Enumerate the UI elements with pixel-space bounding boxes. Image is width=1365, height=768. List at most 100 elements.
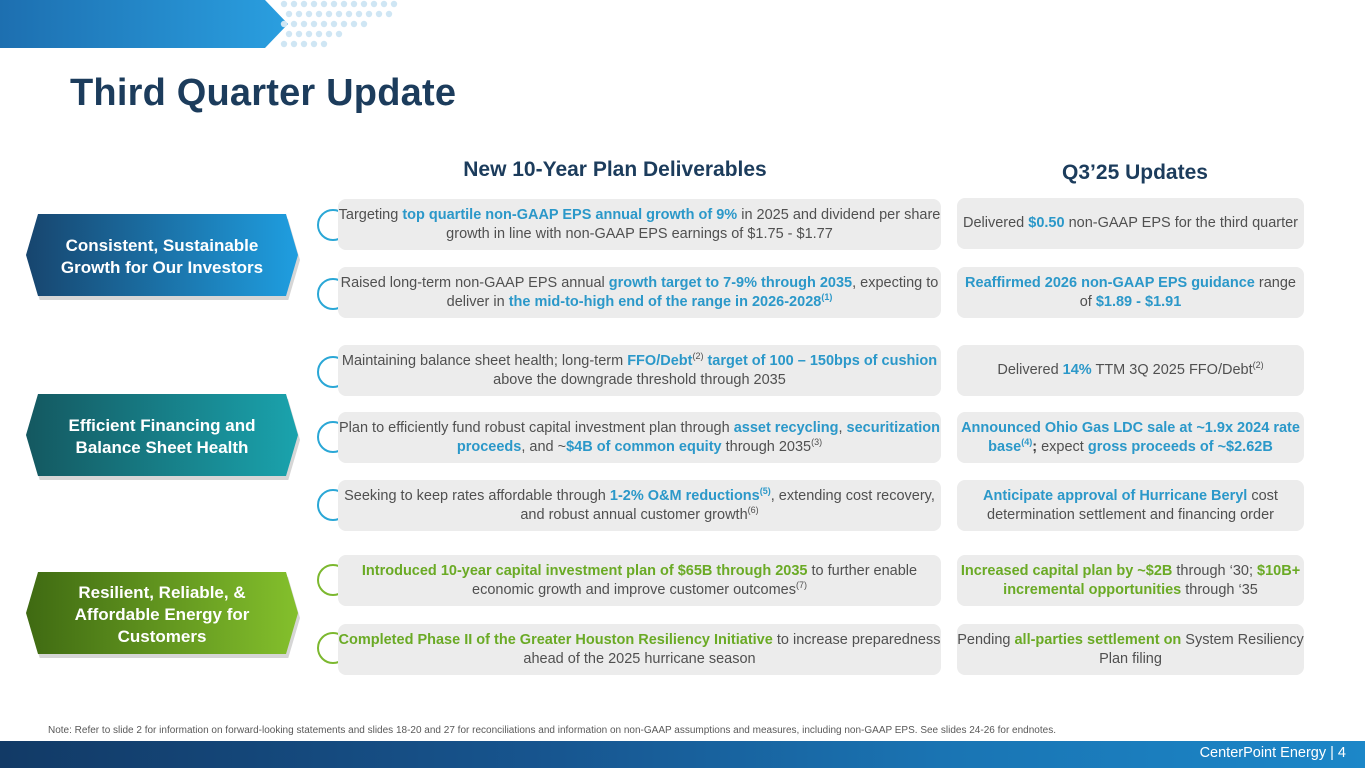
text-segment: securitization proceeds bbox=[456, 420, 941, 455]
text-segment: (6) bbox=[747, 504, 759, 515]
update-box: Delivered 14% TTM 3Q 2025 FFO/Debt(2) bbox=[957, 345, 1304, 396]
text-segment: Delivered bbox=[962, 215, 1029, 232]
text-segment: above the downgrade threshold through 20… bbox=[493, 371, 786, 388]
text-segment: , bbox=[838, 420, 847, 436]
decor-dot bbox=[290, 20, 298, 28]
deliverable-box: Completed Phase II of the Greater Housto… bbox=[338, 624, 941, 675]
text-segment: to further enable economic growth and im… bbox=[472, 563, 918, 598]
decor-dot bbox=[310, 20, 318, 28]
box-text: Introduced 10-year capital investment pl… bbox=[338, 562, 941, 599]
page-title: Third Quarter Update bbox=[70, 72, 457, 114]
text-segment: Targeting bbox=[338, 207, 403, 223]
text-segment: Reaffirmed 2026 non-GAAP EPS guidance bbox=[965, 275, 1255, 291]
text-segment: TTM 3Q 2025 FFO/Debt bbox=[1091, 362, 1253, 379]
decor-dot bbox=[360, 20, 368, 28]
text-segment: (5) bbox=[759, 486, 771, 497]
box-text: Increased capital plan by ~$2B through ‘… bbox=[957, 562, 1304, 599]
text-segment: the mid-to-high end of the range in 2026… bbox=[508, 293, 822, 310]
box-text: Announced Ohio Gas LDC sale at ~1.9x 202… bbox=[957, 419, 1304, 456]
decor-dot bbox=[375, 10, 383, 18]
text-segment: FFO/Debt bbox=[627, 353, 693, 369]
decor-dot bbox=[300, 0, 308, 8]
update-box: Reaffirmed 2026 non-GAAP EPS guidance ra… bbox=[957, 267, 1304, 318]
text-segment: top quartile non-GAAP EPS annual growth … bbox=[402, 207, 738, 223]
text-segment: ; bbox=[1032, 438, 1038, 455]
box-text: Delivered $0.50 non-GAAP EPS for the thi… bbox=[963, 214, 1298, 233]
decor-dot bbox=[350, 20, 358, 28]
text-segment: Anticipate approval of Hurricane Beryl bbox=[983, 488, 1248, 504]
decor-dot bbox=[390, 0, 398, 8]
text-segment: (1) bbox=[821, 291, 833, 302]
text-segment: , extending cost recovery, and robust an… bbox=[520, 488, 935, 523]
text-segment: Pending bbox=[957, 632, 1015, 648]
decor-dot bbox=[385, 10, 393, 18]
decor-dot bbox=[330, 20, 338, 28]
header-accent-bar bbox=[0, 0, 288, 48]
decor-dot bbox=[330, 0, 338, 8]
pillar-label: Efficient Financing and Balance Sheet He… bbox=[68, 416, 256, 457]
text-segment: $1.89 - $1.91 bbox=[1095, 293, 1182, 310]
column-heading-updates: Q3’25 Updates bbox=[1062, 161, 1208, 184]
text-segment: gross proceeds of ~$2.62B bbox=[1087, 438, 1273, 455]
pillar-label: Resilient, Reliable, & Affordable Energy… bbox=[74, 583, 250, 646]
pillar-badge-financing: Efficient Financing and Balance Sheet He… bbox=[24, 394, 300, 480]
header-dot-pattern bbox=[280, 0, 398, 48]
footnote: Note: Refer to slide 2 for information o… bbox=[48, 725, 1056, 736]
decor-dot bbox=[365, 10, 373, 18]
decor-dot bbox=[280, 40, 288, 48]
text-segment: (7) bbox=[795, 579, 807, 590]
decor-dot bbox=[295, 30, 303, 38]
text-segment: growth target to 7-9% through 2035 bbox=[608, 275, 853, 291]
text-segment: Seeking to keep rates affordable through bbox=[344, 488, 610, 504]
text-segment: System Resiliency Plan filing bbox=[1099, 632, 1304, 667]
decor-dot bbox=[340, 0, 348, 8]
text-segment: (2) bbox=[692, 351, 704, 362]
footer-bar: CenterPoint Energy | 4 bbox=[0, 741, 1365, 768]
update-box: Anticipate approval of Hurricane Beryl c… bbox=[957, 480, 1304, 531]
text-segment: through 2035 bbox=[721, 438, 812, 455]
text-segment: $10B+ incremental opportunities bbox=[1003, 563, 1301, 598]
decor-dot bbox=[315, 30, 323, 38]
decor-dot bbox=[280, 0, 288, 8]
box-text: Anticipate approval of Hurricane Beryl c… bbox=[957, 487, 1304, 524]
decor-dot bbox=[290, 0, 298, 8]
update-box: Delivered $0.50 non-GAAP EPS for the thi… bbox=[957, 198, 1304, 249]
decor-dot bbox=[305, 30, 313, 38]
text-segment: $4B of common equity bbox=[566, 438, 722, 455]
deliverable-box: Raised long-term non-GAAP EPS annual gro… bbox=[338, 267, 941, 318]
text-segment: , and ~ bbox=[521, 438, 567, 455]
box-text: Plan to efficiently fund robust capital … bbox=[338, 419, 941, 456]
box-text: Seeking to keep rates affordable through… bbox=[338, 487, 941, 524]
decor-dot bbox=[340, 20, 348, 28]
decor-dot bbox=[320, 20, 328, 28]
text-segment: non-GAAP EPS for the third quarter bbox=[1064, 215, 1299, 232]
decor-dot bbox=[305, 10, 313, 18]
box-text: Targeting top quartile non-GAAP EPS annu… bbox=[338, 206, 941, 243]
deliverable-box: Targeting top quartile non-GAAP EPS annu… bbox=[338, 199, 941, 250]
footer-brand-page: CenterPoint Energy | 4 bbox=[1199, 745, 1346, 761]
box-text: Reaffirmed 2026 non-GAAP EPS guidance ra… bbox=[957, 274, 1304, 311]
text-segment: (3) bbox=[811, 436, 823, 447]
decor-dot bbox=[345, 10, 353, 18]
decor-dot bbox=[300, 20, 308, 28]
column-heading-deliverables: New 10-Year Plan Deliverables bbox=[463, 158, 767, 181]
text-segment: to increase preparedness ahead of the 20… bbox=[523, 632, 941, 667]
box-text: Maintaining balance sheet health; long-t… bbox=[338, 352, 941, 389]
decor-dot bbox=[295, 10, 303, 18]
text-segment: Completed Phase II of the Greater Housto… bbox=[338, 632, 773, 648]
decor-dot bbox=[325, 30, 333, 38]
decor-dot bbox=[320, 40, 328, 48]
decor-dot bbox=[320, 0, 328, 8]
deliverable-box: Introduced 10-year capital investment pl… bbox=[338, 555, 941, 606]
decor-dot bbox=[285, 30, 293, 38]
deliverable-box: Seeking to keep rates affordable through… bbox=[338, 480, 941, 531]
text-segment: all-parties settlement on bbox=[1014, 632, 1182, 648]
pillar-badge-resilience: Resilient, Reliable, & Affordable Energy… bbox=[24, 572, 300, 658]
text-segment: Maintaining balance sheet health; long-t… bbox=[341, 353, 628, 369]
text-segment: Announced Ohio Gas LDC sale at ~1.9x 202… bbox=[961, 420, 1300, 455]
text-segment: target of 100 – 150bps of cushion bbox=[703, 353, 938, 369]
update-box: Pending all-parties settlement on System… bbox=[957, 624, 1304, 675]
text-segment: Raised long-term non-GAAP EPS annual bbox=[340, 275, 609, 291]
text-segment: asset recycling bbox=[733, 420, 839, 436]
decor-dot bbox=[315, 10, 323, 18]
